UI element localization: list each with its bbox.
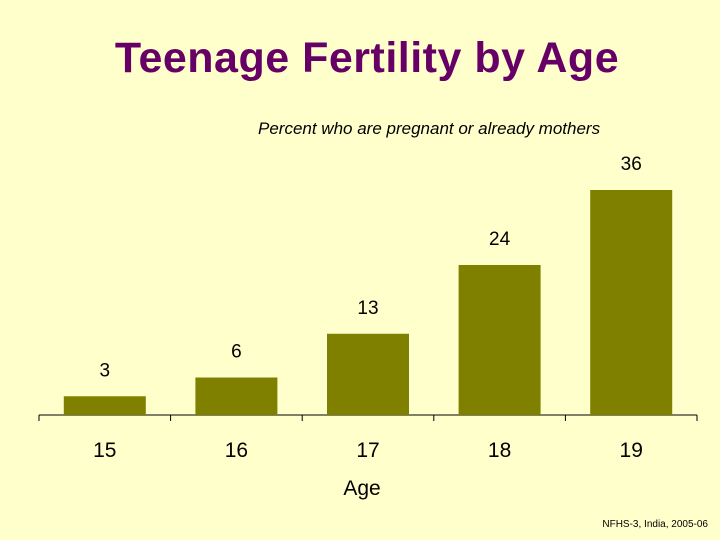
bar-18 — [458, 265, 541, 415]
x-axis-label: Age — [343, 477, 380, 500]
data-label-15: 3 — [100, 360, 111, 381]
data-label-16: 6 — [231, 342, 242, 363]
category-label-16: 16 — [225, 439, 248, 462]
data-label-19: 36 — [621, 154, 642, 175]
category-label-17: 17 — [356, 439, 379, 462]
bar-17 — [327, 333, 409, 415]
category-label-15: 15 — [93, 439, 116, 462]
category-label-19: 19 — [620, 439, 643, 462]
data-label-18: 24 — [489, 229, 511, 250]
bar-15 — [63, 396, 146, 415]
bar-16 — [195, 377, 278, 415]
category-label-18: 18 — [488, 439, 511, 462]
data-label-17: 13 — [357, 298, 378, 319]
source-note: NFHS-3, India, 2005-06 — [602, 519, 708, 530]
bar-19 — [590, 190, 673, 415]
chart-title: Teenage Fertility by Age — [114, 34, 620, 82]
chart-subtitle: Percent who are pregnant or already moth… — [258, 119, 601, 138]
